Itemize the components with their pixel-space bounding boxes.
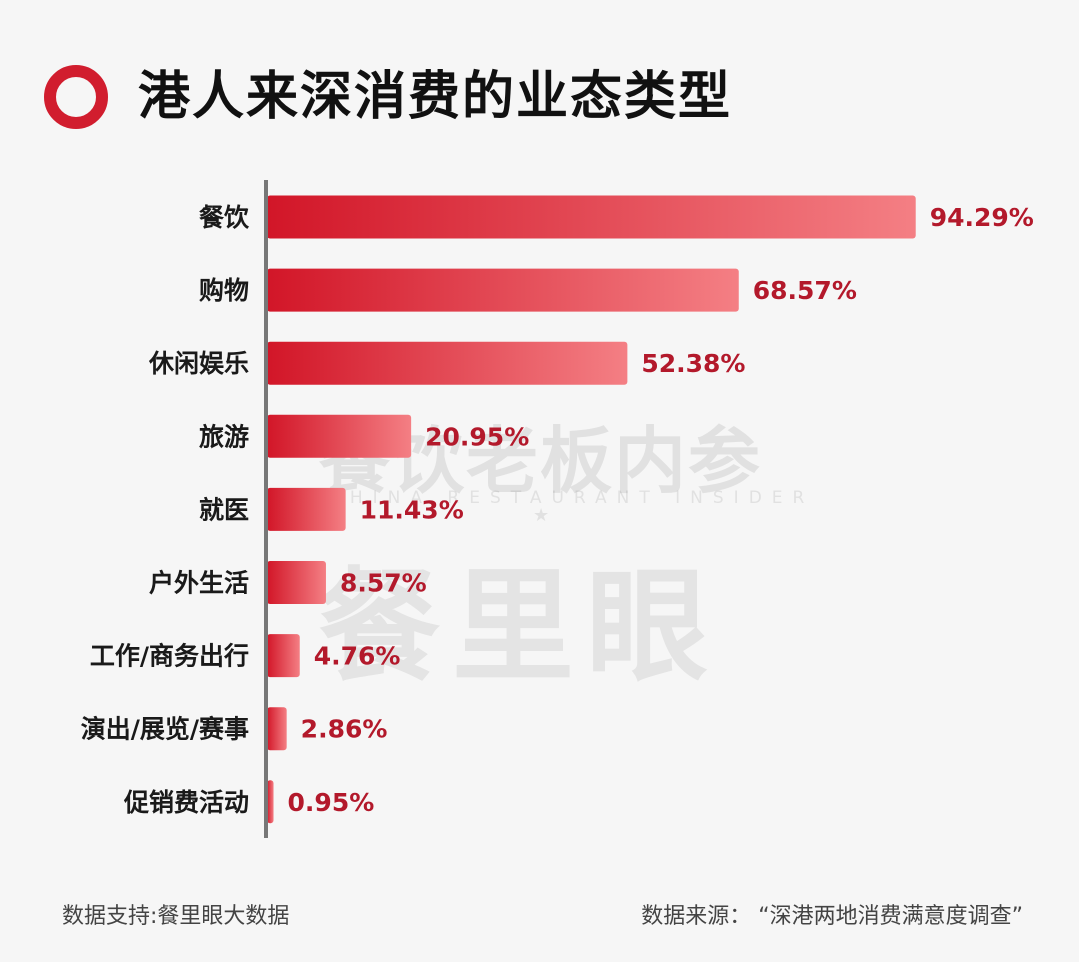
bar [267, 707, 287, 751]
chart-title: 港人来深消费的业态类型 [138, 67, 733, 127]
bar [267, 341, 628, 385]
bar [267, 268, 739, 312]
category-label: 休闲娱乐 [148, 349, 249, 378]
bar [267, 634, 300, 678]
value-label: 0.95% [288, 788, 375, 817]
bar [267, 487, 346, 531]
category-label: 户外生活 [149, 569, 249, 598]
bar [267, 561, 326, 604]
value-label: 4.76% [314, 642, 401, 671]
bar [267, 780, 274, 824]
bar [267, 414, 412, 458]
category-label: 旅游 [199, 422, 249, 451]
category-label: 餐饮 [199, 203, 250, 232]
category-label: 购物 [199, 276, 249, 305]
footer-data-source: 数据来源： “深港两地消费满意度调查” [641, 904, 1023, 929]
value-label: 52.38% [641, 349, 745, 378]
chart-title-block: 港人来深消费的业态类型 [44, 62, 732, 132]
value-label: 2.86% [301, 715, 388, 744]
category-label: 就医 [199, 495, 249, 524]
value-label: 68.57% [753, 276, 857, 305]
value-label: 11.43% [360, 495, 464, 524]
value-label: 94.29% [930, 203, 1034, 232]
category-label: 促销费活动 [123, 788, 249, 817]
footer-data-support: 数据支持:餐里眼大数据 [62, 904, 290, 929]
value-label: 20.95% [425, 422, 529, 451]
category-label: 演出/展览/赛事 [81, 715, 249, 744]
bar [267, 195, 916, 239]
category-label: 工作/商务出行 [90, 642, 249, 671]
value-label: 8.57% [340, 569, 427, 598]
